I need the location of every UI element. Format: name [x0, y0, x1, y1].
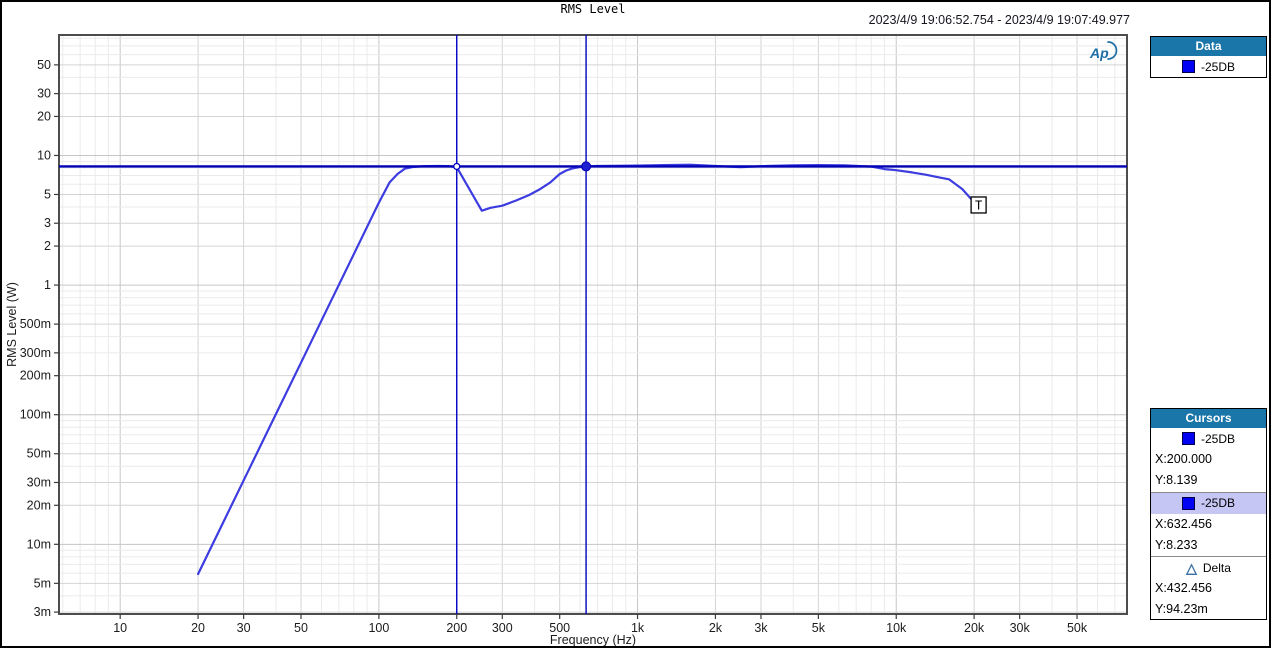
- cursor1-label: -25DB: [1200, 431, 1235, 446]
- x-tick-label: 50: [294, 621, 308, 635]
- y-tick-label: 20m: [27, 498, 51, 512]
- y-tick-label: 2: [44, 239, 51, 253]
- cursor1-color-swatch-icon: [1181, 432, 1195, 445]
- y-tick-label: 20: [37, 109, 51, 123]
- y-tick-label: 500m: [20, 317, 51, 331]
- y-tick-label: 10: [37, 148, 51, 162]
- x-tick-label: 200: [446, 621, 467, 635]
- cursor2-row-selected[interactable]: -25DB: [1151, 491, 1266, 514]
- chart-canvas[interactable]: 10 20 30 50 100 200 300 500 1k 2k 3k 5k 10k 20k 30k 50k…: [2, 2, 1142, 648]
- y-tick-label: 3: [44, 216, 51, 230]
- legend-item-label: -25DB: [1200, 59, 1235, 74]
- cursor2-y-value: Y:8.233: [1155, 537, 1198, 552]
- x-tick-label: 30: [237, 621, 251, 635]
- y-tick-label: 10m: [27, 537, 51, 551]
- legend-item[interactable]: -25DB: [1151, 56, 1266, 77]
- cursor2-label: -25DB: [1200, 496, 1235, 511]
- cursor1-row[interactable]: -25DB: [1151, 428, 1266, 449]
- y-tick-label: 200m: [20, 369, 51, 383]
- cursor1-x-value: X:200.000: [1155, 452, 1212, 466]
- t-marker-box: [970, 196, 987, 214]
- x-axis-title: Frequency (Hz): [550, 633, 636, 647]
- measurement-timestamp-range: 2023/4/9 19:06:52.754 - 2023/4/9 19:07:4…: [868, 13, 1130, 27]
- delta-x-value: X:432.456: [1155, 581, 1212, 596]
- x-tick-label: 10: [113, 621, 127, 635]
- ap-logo-icon: Ap: [1089, 45, 1109, 61]
- y-tick-label: 3m: [34, 605, 51, 619]
- delta-row[interactable]: △ Delta: [1151, 556, 1266, 578]
- cursors-panel: Cursors -25DB X:200.000 Y:8.139 -25DB X:…: [1150, 408, 1267, 620]
- y-tick-label: 1: [44, 278, 51, 292]
- x-tick-label: 500: [549, 621, 570, 635]
- cursors-panel-header: Cursors: [1151, 409, 1266, 428]
- cursor2-x-value: X:632.456: [1155, 516, 1212, 531]
- cursor1-y-value: Y:8.139: [1155, 473, 1198, 488]
- y-tick-label: 50m: [27, 447, 51, 461]
- y-tick-label: 5: [44, 187, 51, 201]
- chart-title: RMS Level: [560, 2, 626, 16]
- data-panel-header: Data: [1151, 37, 1266, 56]
- y-tick-label: 30: [37, 87, 51, 101]
- y-axis-title: RMS Level (W): [5, 282, 19, 367]
- x-tick-label: 2k: [709, 621, 723, 635]
- cursor2-color-swatch-icon: [1181, 496, 1195, 510]
- x-tick-label: 300: [492, 621, 513, 635]
- x-tick-label: 20: [191, 621, 205, 635]
- x-tick-label: 100: [368, 621, 389, 635]
- x-tick-label: 5k: [812, 621, 826, 635]
- y-tick-label: 50: [37, 58, 51, 72]
- x-tick-label: 10k: [886, 621, 907, 635]
- x-tick-label: 30k: [1010, 621, 1031, 635]
- delta-label: Delta: [1202, 560, 1231, 575]
- cursor1-marker[interactable]: [453, 162, 461, 171]
- delta-icon: △: [1186, 559, 1197, 576]
- t-marker-label: T: [975, 198, 982, 212]
- cursor2-marker[interactable]: [581, 161, 592, 172]
- ap-logo-swoosh-icon: [1107, 41, 1118, 60]
- y-tick-label: 5m: [34, 576, 51, 590]
- x-tick-label: 20k: [964, 621, 985, 635]
- x-tick-label: 1k: [631, 621, 645, 635]
- series-color-swatch-icon: [1181, 60, 1195, 73]
- data-panel: Data -25DB: [1150, 36, 1267, 78]
- y-tick-label: 100m: [20, 408, 51, 422]
- y-tick-label: 300m: [20, 346, 51, 360]
- x-tick-label: 50k: [1067, 621, 1088, 635]
- y-tick-label: 30m: [27, 475, 51, 489]
- delta-y-value: Y:94.23m: [1155, 602, 1208, 617]
- x-tick-label: 3k: [754, 621, 768, 635]
